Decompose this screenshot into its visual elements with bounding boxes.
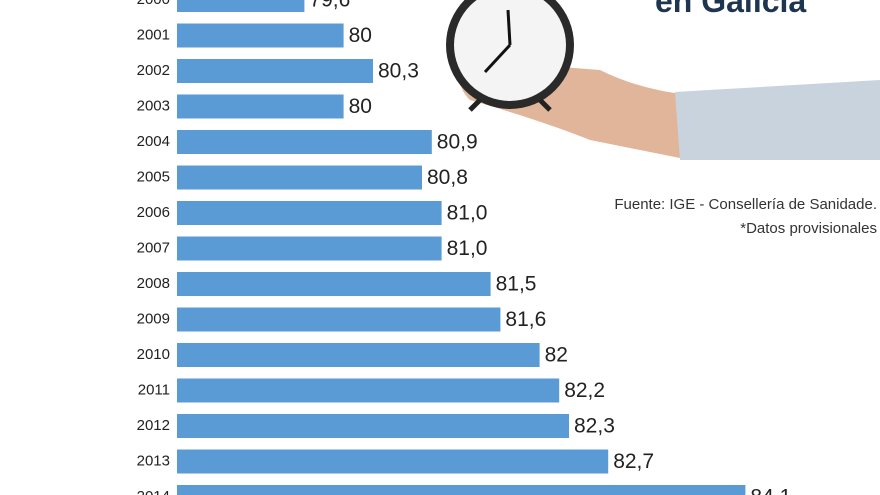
bar	[177, 485, 746, 495]
clock-face	[454, 0, 566, 101]
value-label: 80,3	[378, 60, 419, 83]
category-label: 2010	[137, 346, 170, 363]
category-label: 2001	[137, 26, 170, 43]
note: *Datos provisionales	[740, 220, 877, 237]
category-label: 2012	[137, 417, 170, 434]
bar	[177, 307, 501, 332]
bar	[177, 343, 540, 367]
clock-foot	[538, 98, 552, 112]
clock-hand	[506, 9, 512, 46]
bar	[177, 414, 569, 438]
value-label: 80,9	[437, 131, 478, 154]
category-label: 2002	[137, 62, 170, 79]
bar	[177, 23, 344, 48]
value-label: 80	[349, 24, 372, 47]
value-label: 82,7	[613, 450, 654, 473]
source: Fuente: IGE - Consellería de Sanidade.	[614, 196, 877, 213]
category-label: 2004	[137, 133, 170, 150]
category-label: 2011	[138, 381, 170, 398]
value-label: 82,2	[564, 379, 605, 402]
bar	[177, 94, 344, 119]
clock-hand	[483, 43, 512, 74]
bar	[177, 59, 373, 83]
bar	[177, 272, 491, 296]
value-label: 81,0	[447, 237, 488, 260]
clock-foot	[468, 98, 482, 112]
category-label: 2005	[137, 168, 170, 185]
bar	[177, 378, 560, 403]
category-label: 2014	[137, 488, 170, 495]
sleeve	[675, 80, 880, 160]
category-label: 2003	[137, 97, 170, 114]
bar	[177, 130, 432, 154]
value-label: 81,6	[505, 308, 546, 331]
bar	[177, 0, 305, 12]
bar	[177, 449, 609, 474]
category-label: 2007	[137, 239, 170, 256]
value-label: 81,5	[496, 273, 537, 296]
value-label: 79,6	[309, 0, 350, 12]
value-label: 80	[349, 95, 372, 118]
category-label: 2009	[137, 310, 170, 327]
value-label: 82	[545, 344, 568, 367]
value-label: 81,0	[447, 202, 488, 225]
chart-title: en Galicia	[655, 0, 806, 19]
category-label: 2008	[137, 275, 170, 292]
category-label: 2013	[137, 452, 170, 469]
clock-illustration	[446, 0, 880, 160]
value-label: 80,8	[427, 166, 468, 189]
bar	[177, 201, 442, 225]
category-label: 2006	[137, 204, 170, 221]
category-label: 2000	[137, 0, 170, 8]
value-label: 84,1	[750, 486, 791, 495]
value-label: 82,3	[574, 415, 615, 438]
bar	[177, 165, 422, 190]
bar	[177, 236, 442, 261]
